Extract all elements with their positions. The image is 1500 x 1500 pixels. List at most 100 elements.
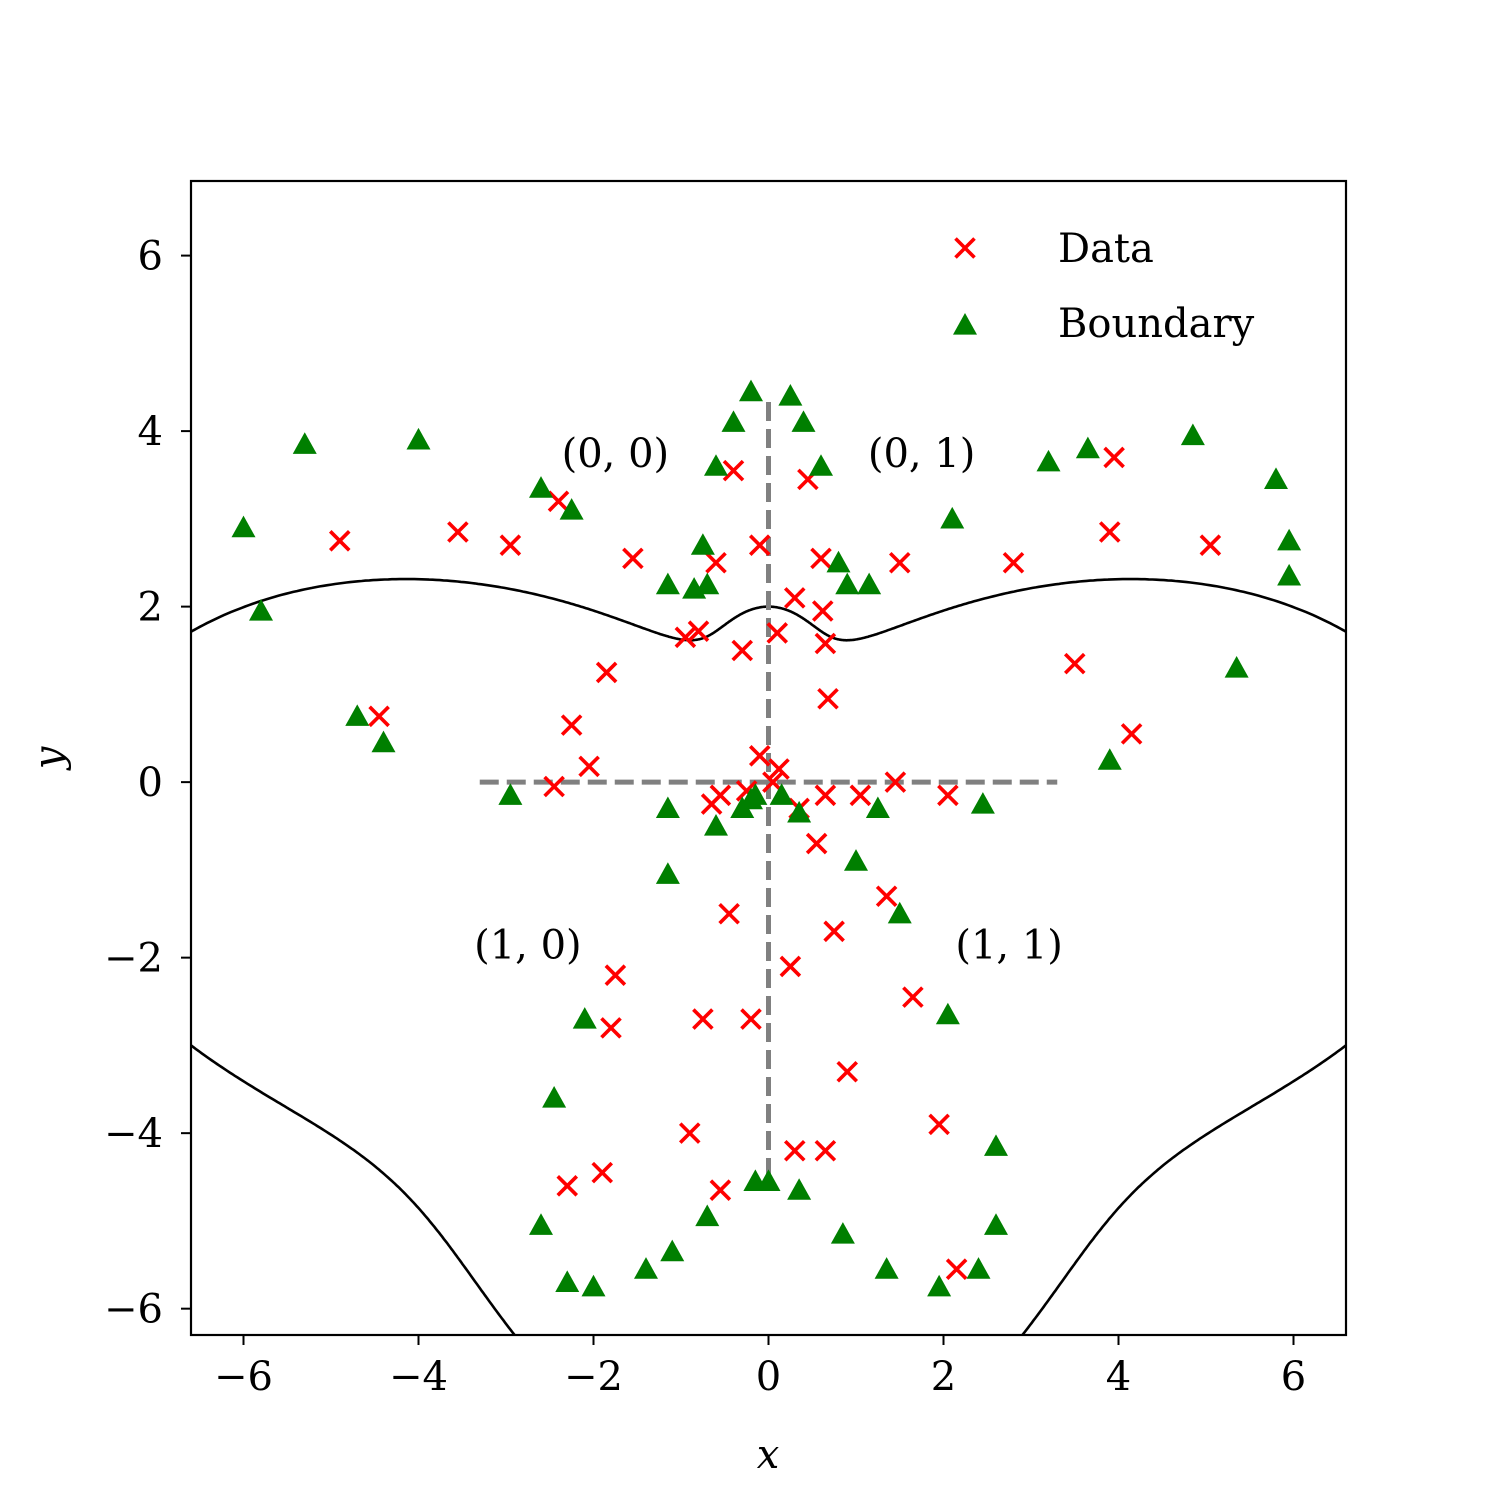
legend-label: Data bbox=[1058, 226, 1154, 272]
boundary-point bbox=[887, 901, 912, 924]
y-axis-label: y bbox=[26, 745, 72, 771]
y-tick-label: 4 bbox=[138, 409, 163, 455]
x-marker-stroke bbox=[678, 1122, 701, 1144]
x-marker-stroke bbox=[705, 551, 727, 574]
y-tick-label: 2 bbox=[138, 585, 163, 631]
y-tick-label: −4 bbox=[104, 1111, 163, 1157]
x-marker-stroke bbox=[368, 705, 390, 728]
boundary-point bbox=[835, 572, 860, 595]
data-point bbox=[937, 784, 959, 807]
x-marker-stroke bbox=[674, 626, 697, 649]
data-point bbox=[748, 745, 771, 767]
x-marker-stroke bbox=[578, 755, 600, 778]
x-marker-stroke bbox=[849, 784, 872, 807]
x-marker-stroke bbox=[692, 1008, 714, 1030]
x-marker-stroke bbox=[902, 986, 924, 1008]
boundary-point bbox=[695, 572, 720, 595]
x-marker-stroke bbox=[560, 714, 583, 736]
x-marker-stroke bbox=[954, 237, 976, 259]
x-marker-stroke bbox=[823, 920, 845, 943]
data-point bbox=[556, 1175, 579, 1197]
data-point bbox=[1199, 534, 1222, 556]
data-point bbox=[945, 1258, 968, 1280]
boundary-point bbox=[1264, 467, 1288, 489]
data-point bbox=[814, 1139, 837, 1162]
x-marker-stroke bbox=[556, 1175, 579, 1197]
boundary-point bbox=[739, 379, 763, 402]
x-marker-stroke bbox=[731, 639, 754, 662]
data-point bbox=[709, 1179, 732, 1201]
data-point bbox=[766, 622, 789, 644]
x-marker-stroke bbox=[1120, 723, 1143, 745]
boundary-point bbox=[345, 704, 370, 726]
x-marker-stroke bbox=[547, 490, 570, 513]
x-marker-stroke bbox=[945, 1258, 968, 1280]
data-point bbox=[814, 784, 837, 807]
data-point bbox=[731, 639, 754, 662]
data-point bbox=[783, 1139, 806, 1162]
x-tick-label: −4 bbox=[389, 1354, 448, 1400]
boundary-curve bbox=[191, 577, 1346, 1335]
boundary-point bbox=[529, 1213, 553, 1235]
data-point bbox=[810, 547, 832, 570]
x-marker-stroke bbox=[766, 622, 789, 644]
legend-triangle-marker bbox=[953, 313, 977, 335]
x-marker-stroke bbox=[928, 1113, 950, 1136]
boundary-point bbox=[809, 454, 833, 476]
data-point bbox=[811, 600, 834, 622]
y-tick-label: 6 bbox=[138, 234, 163, 280]
data-point bbox=[823, 920, 845, 943]
boundary-point bbox=[787, 1178, 812, 1200]
x-marker-stroke bbox=[1199, 534, 1222, 556]
region-label: (1, 1) bbox=[955, 922, 1063, 968]
boundary-point bbox=[581, 1274, 606, 1297]
boundary-point bbox=[572, 1007, 597, 1029]
boundary-point bbox=[292, 432, 317, 454]
data-point bbox=[1103, 446, 1125, 469]
boundary-point bbox=[791, 410, 816, 432]
boundary-point bbox=[865, 796, 890, 819]
data-point bbox=[499, 534, 522, 556]
x-marker-stroke bbox=[783, 1139, 806, 1162]
boundary-point bbox=[634, 1257, 658, 1279]
x-tick-label: −2 bbox=[564, 1354, 623, 1400]
x-marker-stroke bbox=[622, 547, 644, 570]
data-point bbox=[814, 632, 837, 655]
data-point bbox=[1120, 723, 1143, 745]
region-label: (0, 1) bbox=[868, 431, 976, 477]
x-marker-stroke bbox=[783, 587, 806, 609]
boundary-point bbox=[498, 783, 523, 805]
data-point bbox=[849, 784, 872, 807]
boundary-point bbox=[1036, 449, 1061, 472]
data-point bbox=[783, 587, 806, 609]
data-point bbox=[543, 775, 565, 798]
boundary-point bbox=[555, 1270, 580, 1292]
boundary-point bbox=[984, 1213, 1008, 1235]
boundary-point bbox=[730, 796, 755, 819]
x-marker-stroke bbox=[875, 885, 898, 907]
x-marker-stroke bbox=[447, 521, 469, 543]
data-point bbox=[902, 986, 924, 1008]
x-marker-stroke bbox=[748, 745, 771, 767]
x-marker-stroke bbox=[595, 661, 618, 684]
boundary-point bbox=[704, 814, 728, 836]
x-marker-stroke bbox=[814, 784, 837, 807]
boundary-point bbox=[1180, 423, 1205, 446]
x-marker-stroke bbox=[1002, 551, 1025, 574]
x-marker-stroke bbox=[718, 902, 740, 925]
boundary-point bbox=[1277, 528, 1302, 551]
x-marker-stroke bbox=[687, 620, 710, 642]
boundary-point bbox=[1075, 436, 1100, 459]
x-marker-stroke bbox=[591, 1161, 614, 1184]
x-marker-stroke bbox=[709, 1179, 732, 1201]
x-marker-stroke bbox=[735, 780, 758, 802]
boundary-curve-layer bbox=[191, 577, 1346, 1335]
legend-label: Boundary bbox=[1058, 301, 1255, 347]
data-point bbox=[560, 714, 583, 736]
legend: Data Boundary bbox=[953, 226, 1255, 347]
boundary-point bbox=[769, 783, 794, 805]
x-tick-label: 6 bbox=[1281, 1354, 1306, 1400]
data-point bbox=[678, 1122, 701, 1144]
boundary-point bbox=[844, 849, 868, 871]
